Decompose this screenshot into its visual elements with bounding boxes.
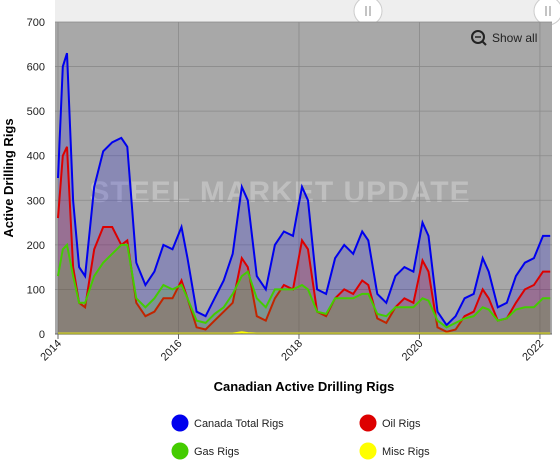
y-axis-label: Active Drilling Rigs: [1, 118, 16, 237]
y-tick-label: 500: [27, 106, 45, 118]
y-tick-label: 0: [39, 329, 45, 341]
x-tick-label: 2016: [159, 338, 185, 364]
x-tick-label: 2020: [400, 338, 426, 364]
x-tick-label: 2014: [38, 338, 64, 364]
y-tick-label: 100: [27, 284, 45, 296]
legend-label: Canada Total Rigs: [194, 418, 284, 430]
x-tick-label: 2018: [279, 338, 305, 364]
navigator-bar[interactable]: [55, 0, 555, 22]
legend-marker: [170, 413, 190, 433]
zoom-icon: [471, 30, 485, 44]
navigator-handle[interactable]: [533, 0, 560, 26]
reset-zoom[interactable]: Show all: [471, 30, 537, 46]
y-tick-label: 300: [27, 195, 45, 207]
series-area: [58, 146, 551, 334]
x-tick-label: 2022: [520, 338, 546, 364]
legend-marker: [358, 441, 378, 461]
series-area: [58, 244, 551, 334]
y-tick-label: 200: [27, 240, 45, 252]
legend-marker: [170, 441, 190, 461]
zoom-icon: [481, 40, 487, 46]
series-line: [57, 242, 551, 329]
legend-marker: [358, 413, 378, 433]
reset-label: Show all: [492, 31, 537, 45]
legend-label: Misc Rigs: [382, 446, 430, 458]
plot-background: [55, 22, 552, 334]
legend-label: Oil Rigs: [382, 418, 421, 430]
y-tick-label: 600: [27, 62, 45, 74]
navigator-handle[interactable]: [353, 0, 383, 26]
x-axis-label: Canadian Active Drilling Rigs: [214, 379, 395, 394]
y-tick-label: 400: [27, 151, 45, 163]
watermark: STEEL MARKET UPDATE: [89, 176, 470, 209]
series-line: [57, 52, 551, 327]
series-line: [57, 146, 551, 333]
y-tick-label: 700: [27, 17, 45, 29]
legend-label: Gas Rigs: [194, 446, 240, 458]
